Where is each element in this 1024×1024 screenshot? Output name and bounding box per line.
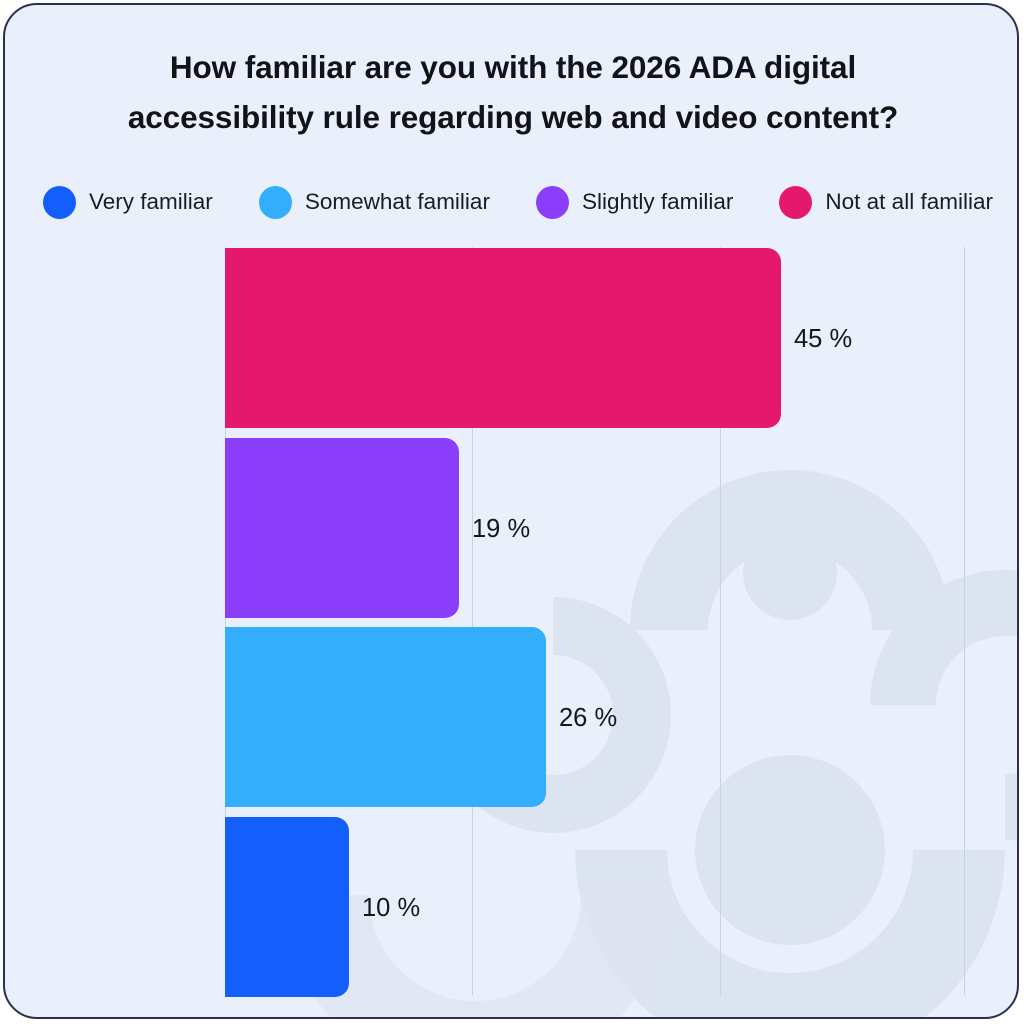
gridline-2 (720, 247, 721, 995)
legend-item-very-familiar[interactable]: Very familiar (43, 185, 213, 219)
bar-slightly-familiar[interactable] (225, 438, 459, 618)
legend-swatch-icon-slightly-familiar (536, 185, 570, 219)
legend-swatch-icon-very-familiar (43, 185, 76, 219)
legend-item-slightly-familiar[interactable]: Slightly familiar (536, 185, 734, 219)
bar-label-slightly-familiar: 19 % (472, 515, 531, 543)
gridline-3 (964, 247, 965, 995)
bar-label-not-at-all-familiar: 45 % (794, 325, 853, 353)
legend-label-not-at-all-familiar: Not at all familiar (825, 188, 993, 214)
legend-label-very-familiar: Very familiar (89, 188, 213, 214)
bar-chart-plot-area: 45 % 19 % 26 % 10 % (5, 5, 1017, 1017)
legend-swatch-icon-not-at-all-familiar (779, 185, 813, 219)
chart-title-line-1: How familiar are you with the 2026 ADA d… (169, 49, 857, 85)
chart-legend: Very familiar Somewhat familiar Slightly… (43, 182, 993, 222)
bar-label-very-familiar: 10 % (362, 894, 421, 922)
legend-item-not-at-all-familiar[interactable]: Not at all familiar (779, 185, 993, 219)
bar-very-familiar[interactable] (225, 817, 349, 997)
chart-card: How familiar are you with the 2026 ADA d… (3, 3, 1019, 1019)
chart-title-line-2: accessibility rule regarding web and vid… (127, 98, 899, 135)
bar-somewhat-familiar[interactable] (225, 627, 546, 807)
legend-label-slightly-familiar: Slightly familiar (582, 188, 734, 214)
legend-swatch-icon-somewhat-familiar (258, 185, 292, 219)
bar-not-at-all-familiar[interactable] (225, 248, 781, 428)
gridline-1 (472, 247, 473, 995)
legend-item-somewhat-familiar[interactable]: Somewhat familiar (258, 185, 490, 219)
bar-label-somewhat-familiar: 26 % (559, 704, 618, 732)
chart-title: How familiar are you with the 2026 ADA d… (65, 43, 961, 143)
value-axis-line (225, 247, 226, 995)
legend-label-somewhat-familiar: Somewhat familiar (304, 188, 490, 214)
